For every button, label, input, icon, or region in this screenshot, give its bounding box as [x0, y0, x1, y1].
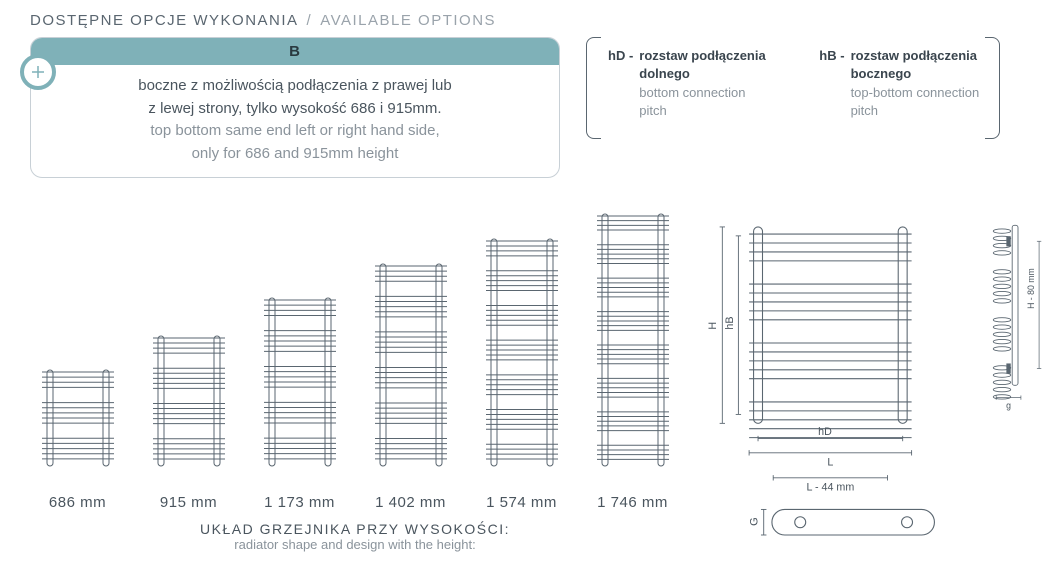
svg-text:hD: hD	[818, 426, 832, 438]
legend: hD - rozstaw podłączenia dolnego bottom …	[608, 37, 1008, 119]
legend-hb: hB - rozstaw podłączenia bocznego top-bo…	[819, 47, 980, 119]
radiator-icon	[261, 296, 339, 468]
option-body: boczne z możliwością podłączenia z prawe…	[31, 65, 559, 177]
svg-text:L: L	[827, 456, 833, 468]
radiator-height-array: 686 mm 915 mm 1 173 mm 1 402 mm 1 574 mm 1 74…	[30, 218, 680, 517]
radiator-column: 1 402 mm	[363, 218, 458, 511]
section-title: DOSTĘPNE OPCJE WYKONANIA / AVAILABLE OPT…	[30, 12, 1018, 29]
legend-hb-en: top-bottom connection pitch	[851, 84, 981, 119]
radiator-icon	[483, 237, 561, 468]
svg-text:hB: hB	[724, 317, 736, 330]
svg-text:H: H	[707, 322, 719, 330]
radiator-column: 1 574 mm	[474, 218, 569, 511]
legend-hd-en: bottom connection pitch	[639, 84, 769, 119]
svg-text:H - 80 mm: H - 80 mm	[1026, 268, 1036, 309]
radiator-column: 1 173 mm	[252, 218, 347, 511]
title-pl: DOSTĘPNE OPCJE WYKONANIA	[30, 12, 299, 29]
svg-text:G: G	[750, 517, 760, 526]
option-header: B	[31, 38, 559, 65]
legend-hd-pl: rozstaw podłączenia dolnego	[639, 47, 769, 82]
radiator-column: 1 746 mm	[585, 218, 680, 511]
legend-hb-pl: rozstaw podłączenia bocznego	[851, 47, 981, 82]
plus-icon	[20, 54, 56, 90]
radiator-label: 915 mm	[160, 494, 217, 511]
title-sep: /	[307, 12, 313, 29]
radiator-label: 686 mm	[49, 494, 106, 511]
radiator-column: 915 mm	[141, 218, 236, 511]
radiator-label: 1 574 mm	[486, 494, 557, 511]
option-box: B boczne z możliwością podłączenia z pra…	[30, 37, 560, 178]
diagram-bottom: G	[750, 493, 960, 557]
legend-hb-key: hB -	[819, 47, 844, 119]
radiator-label: 1 746 mm	[597, 494, 668, 511]
radiator-icon	[39, 368, 117, 468]
radiator-icon	[150, 334, 228, 468]
svg-text:g: g	[1006, 401, 1011, 411]
layout-caption-en: radiator shape and design with the heigh…	[30, 537, 680, 552]
option-pl-line2: z lewej strony, tylko wysokość 686 i 915…	[55, 98, 535, 121]
radiator-icon	[372, 262, 450, 468]
diagram-front: H hB hD	[700, 218, 950, 513]
option-en-line2: only for 686 and 915mm height	[55, 143, 535, 166]
title-en: AVAILABLE OPTIONS	[320, 12, 496, 29]
layout-caption: UKŁAD GRZEJNIKA PRZY WYSOKOŚCI: radiator…	[30, 521, 680, 552]
technical-diagrams: H hB hD	[700, 218, 1048, 552]
legend-hd: hD - rozstaw podłączenia dolnego bottom …	[608, 47, 769, 119]
radiator-icon	[594, 212, 672, 468]
svg-text:L - 44 mm: L - 44 mm	[806, 481, 854, 493]
radiator-column: 686 mm	[30, 218, 125, 511]
layout-caption-pl: UKŁAD GRZEJNIKA PRZY WYSOKOŚCI:	[30, 521, 680, 537]
option-pl-line1: boczne z możliwością podłączenia z prawe…	[55, 75, 535, 98]
radiator-label: 1 402 mm	[375, 494, 446, 511]
option-en-line1: top bottom same end left or right hand s…	[55, 120, 535, 143]
legend-hd-key: hD -	[608, 47, 633, 119]
diagram-side: H - 80 mm g	[970, 218, 1048, 436]
radiator-label: 1 173 mm	[264, 494, 335, 511]
